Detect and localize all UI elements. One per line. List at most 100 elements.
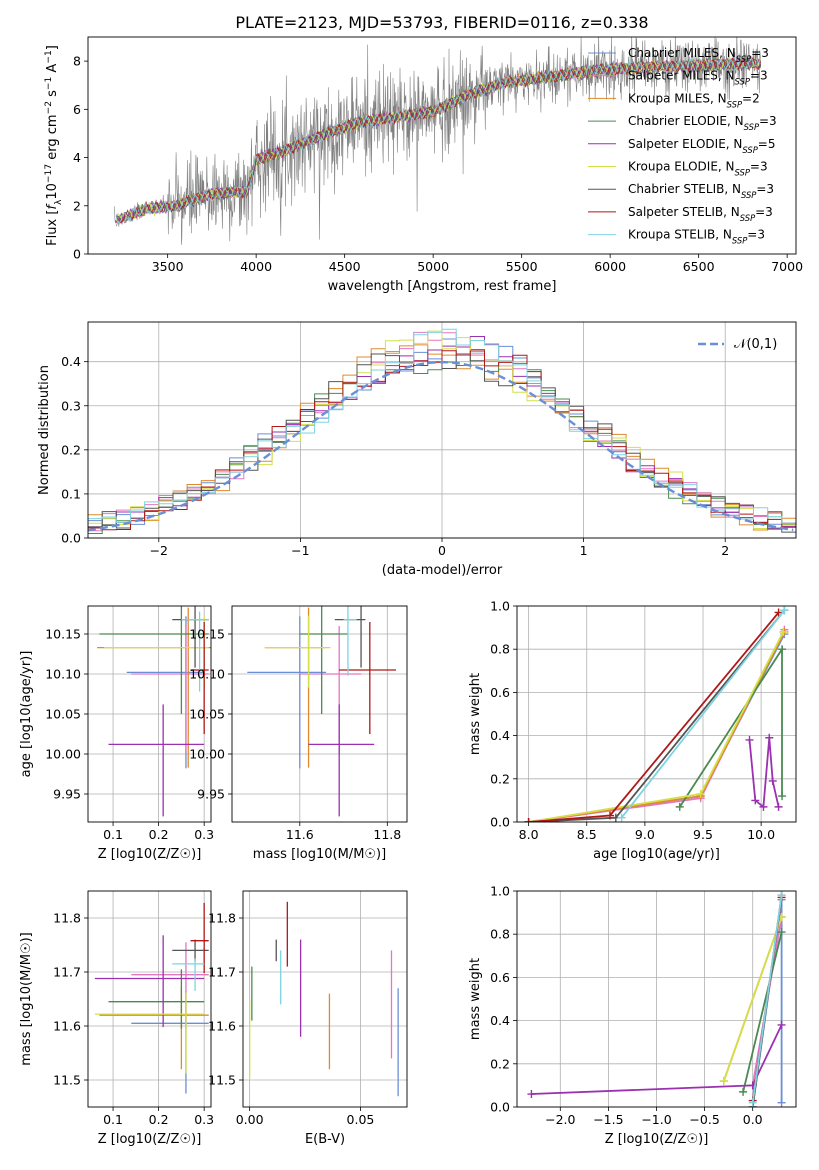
x-tick-label: −1 — [291, 543, 309, 558]
axes-spectrum: 3500 4000 4500 5000 5500 6000 6500 7000 0 2 4 6 8 wav… — [44, 36, 803, 294]
legend-label: Kroupa ELODIE, NSSP=3 — [628, 160, 768, 178]
x-tick-label: −1.0 — [641, 1112, 671, 1127]
y-tick-label: 1.0 — [490, 884, 510, 899]
axes-frame — [231, 605, 408, 823]
x-tick-label: 1 — [580, 543, 588, 558]
x-tick-label: 11.6 — [286, 827, 314, 842]
y-tick-label: 0.1 — [61, 486, 81, 501]
x-tick-label: 0.3 — [194, 827, 214, 842]
x-tick-label: 8.0 — [519, 827, 539, 842]
x-tick-label: 9.5 — [693, 827, 713, 842]
x-tick-label: 0.2 — [149, 827, 169, 842]
y-tick-label: 10.15 — [45, 627, 81, 642]
legend-label: Kroupa MILES, NSSP=2 — [628, 91, 760, 109]
plot-layer: 3500 4000 4500 5000 5500 6000 6500 7000 0 2 4 6 8 wav… — [19, 36, 803, 1147]
mass-weight-marker — [780, 606, 789, 615]
y-tick-label: 10.05 — [189, 707, 225, 722]
axes-mass_vs_EBV: 0.00 0.05 11.5 11.6 11.7 11.8 E(B-V) — [208, 890, 408, 1147]
x-tick-label: 6500 — [683, 259, 715, 274]
mass-weight-marker — [617, 813, 626, 822]
mass-weight-marker — [777, 1098, 786, 1107]
x-tick-label: 0.0 — [743, 1112, 763, 1127]
x-tick-label: 8.5 — [577, 827, 597, 842]
y-tick-label: 6 — [73, 102, 81, 117]
axes-mass_vs_Z: 0.1 0.2 0.3 11.5 11.6 11.7 11.8 Z [log10(Z/Z☉)]… — [19, 890, 214, 1147]
y-tick-label: 0.2 — [490, 771, 510, 786]
axes-residuals: −2 −1 0 1 2 0.0 0.1 0.2 0.3 0.4 (data-model)/error… — [37, 321, 797, 578]
y-tick-label: 9.95 — [53, 787, 81, 802]
y-tick-label: 11.5 — [53, 1073, 81, 1088]
x-tick-label: 0.00 — [236, 1112, 264, 1127]
mass-weight-marker — [779, 627, 788, 636]
mass-weight-marker — [739, 1087, 748, 1096]
x-tick-label: 0.1 — [103, 827, 123, 842]
y-tick-label: 1.0 — [490, 599, 510, 614]
axes-age_vs_mass: 11.6 11.8 9.95 10.00 10.05 10.10 10.15 mass [lo… — [189, 605, 408, 862]
x-tick-label: 0.2 — [149, 1112, 169, 1127]
y-tick-label: 10.15 — [189, 627, 225, 642]
y-axis-label: mass weight — [468, 958, 483, 1040]
plot-area-mass_weight_vs_Z — [527, 891, 786, 1107]
y-tick-label: 9.95 — [197, 787, 225, 802]
y-tick-label: 11.6 — [208, 1019, 236, 1034]
x-tick-label: 6000 — [594, 259, 626, 274]
mass-weight-marker — [748, 1098, 757, 1107]
x-axis-label: mass [log10(M/M☉)] — [253, 847, 386, 862]
mass-weight-line — [528, 633, 786, 822]
y-tick-label: 10.00 — [189, 747, 225, 762]
x-tick-label: 4500 — [329, 259, 361, 274]
y-tick-label: 0.2 — [61, 442, 81, 457]
mass-weight-marker — [696, 789, 705, 798]
legend-label: Salpeter STELIB, NSSP=3 — [628, 205, 773, 223]
mass-weight-marker — [527, 1090, 536, 1099]
y-tick-label: 10.00 — [45, 747, 81, 762]
y-tick-label: 11.8 — [53, 911, 81, 926]
legend-label: Chabrier STELIB, NSSP=3 — [628, 182, 774, 200]
y-tick-label: 8 — [73, 54, 81, 69]
histogram-5 — [88, 330, 796, 529]
plot-area-mass_weight_vs_age — [524, 606, 789, 822]
mass-weight-line — [620, 609, 786, 819]
mass-weight-marker — [759, 802, 768, 811]
y-tick-label: 0.6 — [490, 970, 510, 985]
y-tick-label: 4 — [73, 150, 81, 165]
mass-weight-line — [528, 609, 786, 822]
axes-frame — [516, 605, 797, 823]
y-axis-label-flux: Flux [fλ10−17 erg cm−2 s−1 A−1] — [44, 45, 64, 246]
normal-reference-curve — [88, 360, 794, 532]
legend-label: Chabrier MILES, NSSP=3 — [628, 46, 769, 64]
y-tick-label: 0.4 — [490, 1013, 510, 1028]
mass-weight-line — [748, 737, 780, 809]
x-tick-label: 3500 — [152, 259, 184, 274]
x-tick-label: 2 — [721, 543, 729, 558]
mass-weight-marker — [774, 608, 783, 617]
legend-label: 𝒩(0,1) — [734, 337, 777, 352]
plot-area-age_vs_mass — [247, 606, 397, 817]
x-axis-label: age [log10(age/yr)] — [593, 847, 720, 862]
x-axis-label: E(B-V) — [305, 1132, 345, 1147]
x-tick-label: 4000 — [240, 259, 272, 274]
mass-weight-marker — [606, 811, 614, 820]
mass-weight-line — [722, 916, 783, 1082]
y-tick-label: 0.0 — [490, 1100, 510, 1115]
x-tick-label: −2.0 — [545, 1112, 575, 1127]
y-tick-label: 10.10 — [45, 667, 81, 682]
x-axis-label: (data-model)/error — [382, 563, 503, 578]
axes-frame — [87, 321, 797, 539]
mass-weight-marker — [719, 1077, 728, 1086]
mass-weight-marker — [777, 891, 786, 900]
plot-area-residuals — [88, 328, 796, 534]
x-tick-label: 0.05 — [347, 1112, 375, 1127]
mass-weight-line — [751, 895, 783, 1103]
mass-weight-marker — [768, 776, 777, 785]
mass-weight-marker — [778, 645, 787, 654]
x-tick-label: 0.3 — [194, 1112, 214, 1127]
axes-frame — [242, 890, 408, 1108]
axes-mass_weight_vs_age: 8.0 8.5 9.0 9.5 10.0 0.0 0.2 0.4 0.6 0.8 1.0 age [l… — [468, 599, 797, 862]
y-tick-label: 0.2 — [490, 1056, 510, 1071]
x-axis-label: Z [log10(Z/Z☉)] — [98, 847, 202, 862]
x-axis-label: Z [log10(Z/Z☉)] — [605, 1132, 709, 1147]
y-tick-label: 10.05 — [45, 707, 81, 722]
mass-weight-line — [679, 646, 783, 808]
mass-weight-marker — [675, 802, 684, 811]
